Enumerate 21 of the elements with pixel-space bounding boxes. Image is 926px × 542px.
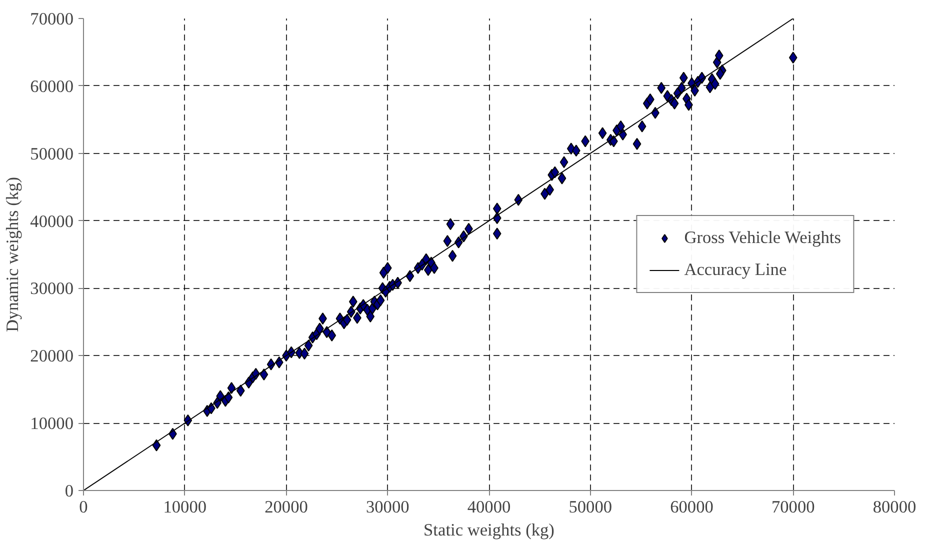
x-tick-label: 10000 bbox=[163, 498, 207, 516]
x-tick-label: 70000 bbox=[771, 498, 815, 516]
y-tick-label: 60000 bbox=[30, 76, 74, 96]
x-tick-label: 60000 bbox=[670, 498, 714, 516]
y-tick-label: 20000 bbox=[30, 346, 74, 366]
y-axis-title: Dynamic weights (kg) bbox=[3, 176, 22, 332]
y-tick-label: 40000 bbox=[30, 212, 74, 231]
x-tick-label: 80000 bbox=[872, 498, 916, 516]
x-tick-label: 40000 bbox=[467, 498, 511, 516]
legend-label: Accuracy Line bbox=[684, 260, 787, 280]
x-axis-title: Static weights (kg) bbox=[424, 520, 555, 540]
x-tick-label: 30000 bbox=[366, 498, 410, 516]
x-tick-label: 0 bbox=[79, 498, 88, 516]
x-tick-label: 20000 bbox=[264, 498, 308, 516]
legend-label: Gross Vehicle Weights bbox=[684, 228, 841, 248]
y-tick-label: 30000 bbox=[30, 279, 74, 298]
y-tick-label: 0 bbox=[64, 482, 74, 500]
y-tick-label: 70000 bbox=[30, 10, 74, 28]
y-tick-label: 10000 bbox=[30, 414, 74, 434]
x-tick-label: 50000 bbox=[568, 498, 612, 516]
y-tick-label: 50000 bbox=[30, 144, 74, 164]
